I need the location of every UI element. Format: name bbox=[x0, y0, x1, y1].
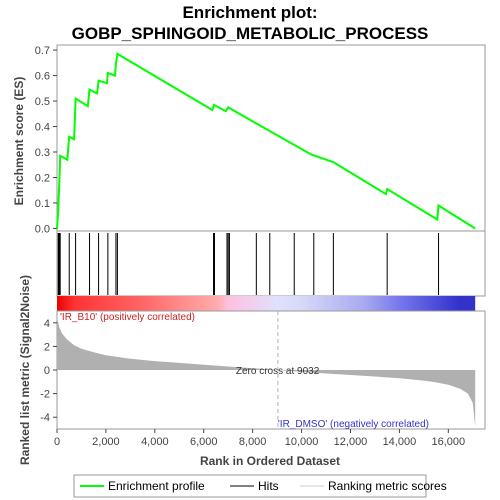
metric-y-tick-label: 2 bbox=[44, 341, 50, 353]
x-tick-label: 4,000 bbox=[141, 436, 169, 448]
metric-y-tick-label: 4 bbox=[44, 318, 50, 330]
x-tick-label: 6,000 bbox=[190, 436, 218, 448]
x-tick-label: 16,000 bbox=[431, 436, 465, 448]
ranking-metric-area bbox=[57, 313, 476, 427]
es-y-tick-label: 0.6 bbox=[35, 71, 50, 83]
chart-title-line1: Enrichment plot: bbox=[182, 3, 317, 22]
legend-item-profile: Enrichment profile bbox=[108, 479, 205, 493]
hits-markers bbox=[57, 233, 440, 295]
x-axis: 0 2,000 4,000 6,000 8,000 10,000 12,000 14,000 1… bbox=[54, 429, 465, 448]
legend-item-metric: Ranking metric scores bbox=[328, 479, 447, 493]
x-tick-label: 10,000 bbox=[285, 436, 319, 448]
metric-y-tick-label: 0 bbox=[44, 365, 50, 377]
es-y-tick-label: 0.1 bbox=[35, 198, 50, 210]
x-tick-label: 0 bbox=[54, 436, 60, 448]
hits-panel-frame bbox=[56, 230, 486, 297]
x-tick-label: 14,000 bbox=[383, 436, 417, 448]
positive-class-label: 'IR_B10' (positively correlated) bbox=[60, 312, 195, 323]
es-y-tick-label: 0.2 bbox=[35, 172, 50, 184]
metric-panel-ticks: 4 2 0 -2 -4 bbox=[40, 318, 57, 424]
es-panel-frame bbox=[56, 44, 486, 232]
es-y-tick-label: 0.4 bbox=[35, 122, 50, 134]
ranked-list-colorbar bbox=[57, 296, 476, 311]
chart-title-line2: GOBP_SPHINGOID_METABOLIC_PROCESS bbox=[72, 24, 429, 43]
zero-cross-label: Zero cross at 9032 bbox=[236, 366, 320, 377]
metric-y-tick-label: -4 bbox=[40, 412, 50, 424]
es-y-tick-label: 0.0 bbox=[35, 223, 50, 235]
metric-y-tick-label: -2 bbox=[40, 389, 50, 401]
es-panel-ticks: 0.0 0.1 0.2 0.3 0.4 0.5 0.6 0.7 bbox=[35, 45, 57, 235]
legend-item-hits: Hits bbox=[258, 479, 279, 493]
es-y-tick-label: 0.7 bbox=[35, 45, 50, 57]
es-y-tick-label: 0.3 bbox=[35, 147, 50, 159]
es-y-tick-label: 0.5 bbox=[35, 96, 50, 108]
x-tick-label: 2,000 bbox=[92, 436, 120, 448]
x-axis-label: Rank in Ordered Dataset bbox=[200, 454, 340, 468]
x-tick-label: 12,000 bbox=[334, 436, 368, 448]
metric-y-axis-label: Ranked list metric (Signal2Noise) bbox=[18, 275, 32, 465]
es-y-axis-label: Enrichment score (ES) bbox=[12, 77, 26, 206]
x-tick-label: 8,000 bbox=[239, 436, 267, 448]
negative-class-label: 'IR_DMSO' (negatively correlated) bbox=[278, 419, 429, 430]
enrichment-profile-line bbox=[56, 52, 476, 230]
